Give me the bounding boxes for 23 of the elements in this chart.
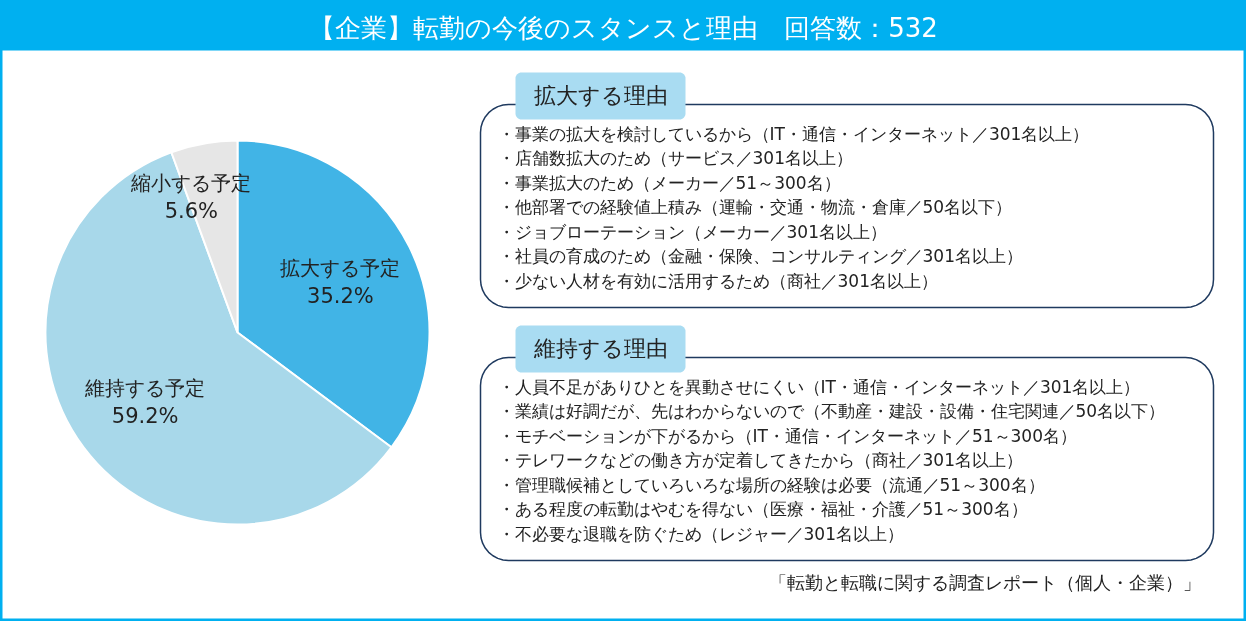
data-label: 5.6% <box>164 199 218 224</box>
slice-label: 拡大する予定 <box>280 255 401 280</box>
text: 拡大する理由 <box>533 83 668 108</box>
text: ・事業の拡大を検討しているから（IT・通信・インターネット／301名以上） <box>497 123 1090 144</box>
text: ・少ない人材を有効に活用するため（商社／301名以上） <box>497 270 938 291</box>
text: ・他部署での経験値上積み（運輸・交通・物流・倉庫／50名以下） <box>497 197 1013 217</box>
text: ・モチベーションが下がるから（IT・通信・インターネット／51～300名） <box>497 425 1077 446</box>
text: ・人員不足がありひとを異動させにくい（IT・通信・インターネット／301名以上） <box>497 376 1141 397</box>
text: 【企業】転勤の今後のスタンスと理由 回答数：532 <box>309 12 938 43</box>
text: ・不必要な退職を防ぐため（レジャー／301名以上） <box>497 523 904 544</box>
text: ・社員の育成のため（金融・保険、コンサルティング／301名以上） <box>497 246 1023 266</box>
text: ・店舗数拡大のため（サービス／301名以上） <box>497 148 853 168</box>
data-label: 35.2% <box>307 283 374 308</box>
data-label: 59.2% <box>111 404 179 429</box>
text: ・ある程度の転勤はやむを得ない（医療・福祉・介護／51～300名） <box>497 499 1028 519</box>
text: ・ジョブローテーション（メーカー／301名以上） <box>497 221 887 242</box>
text: ・業績は好調だが、先はわからないので（不動産・建設・設備・住宅関連／50名以下） <box>497 401 1166 421</box>
text: 維持する理由 <box>532 336 668 361</box>
text: 「転勤と転職に関する調査レポート（個人・企業）」 <box>768 572 1201 593</box>
text: ・管理職候補としていろいろな場所の経験は必要（流通／51～300名） <box>497 474 1045 495</box>
text: ・テレワークなどの働き方が定着してきたから（商社／301名以上） <box>497 450 1023 470</box>
text: ・事業拡大のため（メーカー／51～300名） <box>497 172 841 193</box>
slice-label: 維持する予定 <box>84 376 206 401</box>
